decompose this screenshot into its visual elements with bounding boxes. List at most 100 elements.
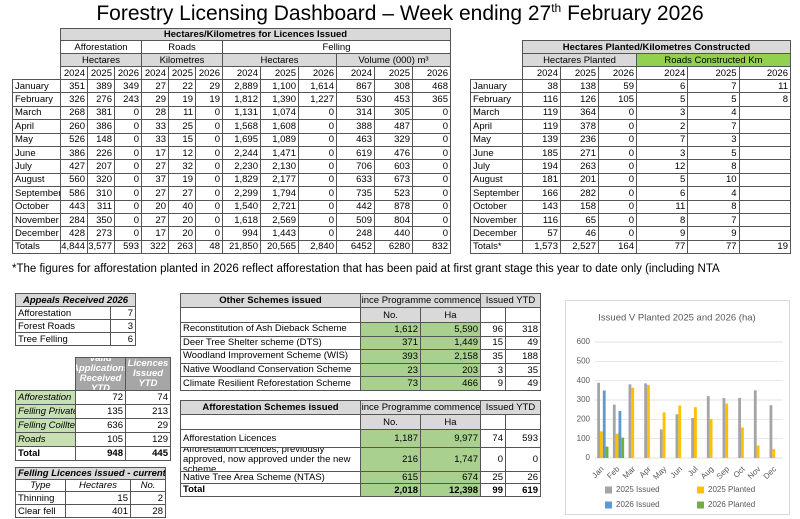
row-label: August — [12, 172, 61, 188]
bar — [709, 419, 713, 458]
value-cell: 636 — [75, 418, 126, 433]
value-cell: 12,398 — [420, 483, 481, 497]
value-cell: 27 — [141, 186, 169, 201]
value-cell: 9,977 — [420, 429, 481, 448]
row-label: Clear fell — [15, 504, 66, 518]
y-tick-label: 100 — [577, 434, 591, 443]
value-cell: 0 — [298, 132, 337, 147]
value-cell: 11 — [168, 105, 196, 121]
value-cell: 509 — [336, 213, 375, 228]
value-cell — [738, 172, 791, 188]
value-cell: 0 — [598, 132, 637, 147]
row-label: January — [470, 79, 523, 94]
value-cell: 27 — [141, 213, 169, 228]
row-label: Thinning — [15, 491, 66, 505]
chart-frame — [565, 300, 790, 515]
value-cell: 393 — [360, 349, 421, 364]
column-header: Ha — [420, 307, 481, 323]
value-cell: 5 — [687, 92, 740, 107]
value-cell: 38 — [522, 79, 561, 94]
value-cell: 586 — [60, 186, 88, 201]
year-header: 2026 — [412, 66, 451, 80]
value-cell: 0 — [114, 226, 142, 241]
year-header: 2024 — [636, 66, 689, 80]
value-cell: 878 — [374, 199, 413, 214]
value-cell: 0 — [412, 226, 451, 241]
bar — [675, 414, 679, 458]
value-cell: 0 — [298, 119, 337, 134]
value-cell: 4 — [687, 186, 740, 201]
bar — [597, 382, 601, 458]
page-title: Forestry Licensing Dashboard – Week endi… — [0, 1, 800, 26]
row-label: October — [470, 199, 523, 214]
value-cell: 0 — [598, 159, 637, 174]
value-cell: 57 — [522, 226, 561, 241]
chart-title: Issued V Planted 2025 and 2026 (ha) — [598, 313, 755, 324]
value-cell: 0 — [298, 172, 337, 188]
year-header: 2025 — [374, 66, 413, 80]
value-cell: 7 — [636, 132, 689, 147]
value-cell: 381 — [87, 105, 115, 121]
value-cell: 22 — [168, 79, 196, 94]
group-header: Felling — [222, 40, 451, 54]
group-header: Since Programme commenced — [360, 400, 481, 415]
value-cell: 603 — [374, 159, 413, 174]
value-cell: 994 — [222, 226, 261, 241]
value-cell: 560 — [60, 172, 88, 188]
value-cell: 7 — [687, 119, 740, 134]
value-cell: 185 — [522, 146, 561, 161]
value-cell — [738, 186, 791, 201]
value-cell: 5,590 — [420, 322, 481, 337]
year-header: 2025 — [687, 66, 740, 80]
value-cell: 15 — [480, 335, 506, 351]
value-cell: 9 — [636, 226, 689, 241]
group-header: Since Programme commenced — [360, 293, 481, 308]
row-label: Afforestation — [15, 390, 76, 405]
value-cell: 27 — [141, 79, 169, 94]
value-cell: 443 — [60, 199, 88, 214]
value-cell: 329 — [374, 132, 413, 147]
value-cell: 5 — [687, 146, 740, 161]
legend-label: 2025 Issued — [616, 485, 660, 494]
row-label: October — [12, 199, 61, 214]
row-label: November — [12, 213, 61, 228]
year-header: 2024 — [522, 66, 561, 80]
value-cell: 1,449 — [420, 335, 481, 351]
row-label: December — [470, 226, 523, 241]
row-label: Woodland Improvement Scheme (WIS) — [180, 349, 361, 364]
value-cell: 188 — [505, 349, 541, 364]
year-header: 2026 — [738, 66, 791, 80]
value-cell: 29 — [195, 79, 223, 94]
table-title: Appeals Received 2026 — [15, 293, 136, 307]
bar — [602, 390, 606, 458]
row-label: January — [12, 79, 61, 94]
value-cell: 3 — [687, 132, 740, 147]
value-cell: 442 — [336, 199, 375, 214]
value-cell: 96 — [480, 322, 506, 337]
value-cell: 59 — [598, 79, 637, 94]
value-cell: 0 — [298, 186, 337, 201]
value-cell: 2 — [130, 491, 166, 505]
group-header: Afforestation — [60, 40, 142, 54]
row-label: Felling Coillte — [15, 418, 76, 433]
bar — [615, 433, 619, 458]
value-cell: 138 — [560, 79, 599, 94]
total-cell: 164 — [598, 239, 637, 254]
value-cell: 1,540 — [222, 199, 261, 214]
value-cell: 1,187 — [360, 429, 421, 448]
year-header: 2026 — [195, 66, 223, 80]
value-cell: 619 — [336, 146, 375, 161]
value-cell: 20 — [168, 226, 196, 241]
value-cell: 74 — [125, 390, 171, 405]
total-cell: 322 — [141, 239, 169, 254]
value-cell: 0 — [195, 146, 223, 161]
value-cell: 0 — [412, 199, 451, 214]
total-cell: 19 — [738, 239, 791, 254]
value-cell: 530 — [336, 92, 375, 107]
value-cell: 523 — [374, 186, 413, 201]
value-cell: 46 — [560, 226, 599, 241]
total-label: Totals* — [470, 239, 523, 254]
value-cell: 3 — [636, 105, 689, 121]
unit-header: Hectares — [222, 53, 337, 67]
value-cell: 2,569 — [260, 213, 299, 228]
